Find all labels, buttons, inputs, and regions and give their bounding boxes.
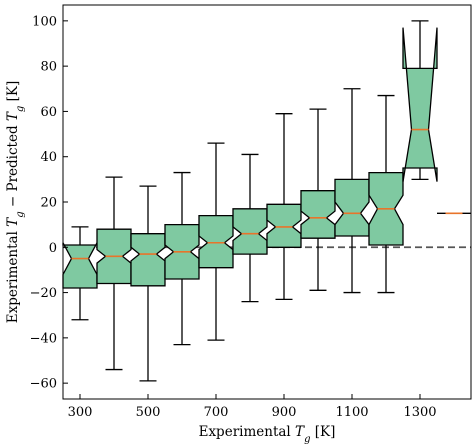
notched-box	[62, 242, 98, 289]
y-tick-label: 80	[40, 60, 57, 75]
notched-box	[334, 178, 370, 237]
x-tick-label: 300	[68, 405, 93, 420]
notched-box	[232, 208, 268, 255]
plot-area	[63, 5, 471, 399]
y-tick-label: −60	[30, 377, 57, 392]
x-tick-label: 700	[204, 405, 229, 420]
y-axis-label: Experimental Tg − Predicted Tg [K]	[5, 81, 26, 324]
y-tick-label: 40	[40, 150, 57, 165]
plot-frame	[62, 4, 472, 400]
x-tick-label: 1100	[335, 405, 368, 420]
box-1300	[402, 20, 438, 182]
box-700	[198, 142, 234, 341]
tick-layer: 300 500 700 900 1100 1300 −60 −40 −20 0 20 40 60 80 10…	[30, 14, 437, 420]
notched-box	[130, 233, 166, 287]
y-tick-label: 0	[49, 241, 57, 256]
y-tick-label: 100	[32, 14, 57, 29]
box-900	[266, 113, 302, 301]
y-tick-label: −20	[30, 286, 57, 301]
box-300	[62, 226, 98, 321]
y-tick-label: 20	[40, 196, 57, 211]
y-tick-label: −40	[30, 331, 57, 346]
box-layer	[62, 20, 471, 382]
box-1200	[368, 94, 404, 294]
box-500	[130, 185, 166, 382]
x-tick-label: 500	[136, 405, 161, 420]
y-tick-label: 60	[40, 105, 57, 120]
notched-box	[300, 190, 336, 239]
notched-box	[402, 27, 438, 182]
x-tick-label: 1300	[403, 405, 436, 420]
x-axis-label: Experimental Tg [K]	[199, 424, 336, 444]
x-tick-label: 900	[272, 405, 297, 420]
